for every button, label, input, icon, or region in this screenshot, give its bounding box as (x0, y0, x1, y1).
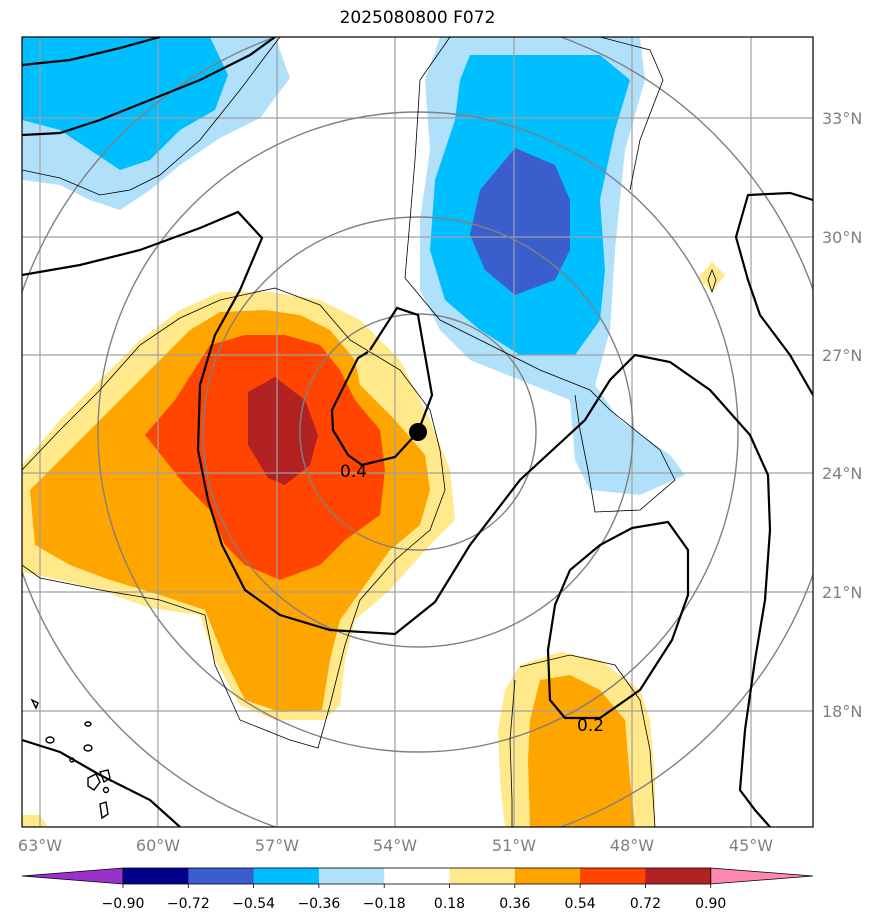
colorbar-swatch (449, 868, 516, 884)
colorbar-swatch (384, 868, 450, 884)
lat-label: 24°N (822, 464, 862, 483)
colorbar: −0.90 −0.72 −0.54 −0.36 −0.18 0.18 0.36 0.54 0.7… (21, 867, 814, 912)
lat-axis: 33°N 30°N 27°N 24°N 21°N 18°N (822, 109, 862, 721)
colorbar-tick-label: −0.72 (167, 896, 210, 912)
lat-lon-grid (22, 37, 813, 827)
negative-anomaly-north (420, 37, 685, 495)
contour-label-0-2: 0.2 (577, 716, 604, 736)
colorbar-tick-label: 0.54 (565, 896, 596, 912)
small-positive-anomaly-corner (22, 815, 48, 827)
colorbar-swatch (514, 868, 581, 884)
contour-label-0-4: 0.4 (340, 462, 367, 482)
colorbar-tick-label: 0.90 (695, 896, 726, 912)
colorbar-swatch (123, 868, 189, 884)
colorbar-tick-label: −0.54 (232, 896, 275, 912)
lon-label: 54°W (373, 836, 417, 855)
colorbar-tick-label: 0.36 (499, 896, 530, 912)
lat-label: 33°N (822, 109, 862, 128)
small-positive-anomaly (698, 262, 725, 292)
lon-axis: 63°W 60°W 57°W 54°W 51°W 48°W 45°W (18, 836, 773, 855)
colorbar-outline (122, 867, 712, 885)
map-area: 0.4 0.2 (22, 37, 813, 827)
colorbar-swatch (318, 868, 385, 884)
map-title: 2025080800 F072 (339, 8, 496, 28)
lat-label: 27°N (822, 346, 862, 365)
lat-label: 30°N (822, 228, 862, 247)
thick-contours (22, 37, 813, 827)
lat-label: 21°N (822, 583, 862, 602)
thin-contours (22, 37, 717, 827)
negative-anomaly-northwest (22, 37, 290, 210)
storm-center-marker (409, 423, 427, 441)
lon-label: 57°W (255, 836, 299, 855)
colorbar-extension-high (710, 867, 814, 885)
colorbar-tick-label: −0.90 (102, 896, 145, 912)
colorbar-swatch (253, 868, 320, 884)
lon-label: 45°W (729, 836, 773, 855)
map-frame (21, 36, 814, 828)
lon-label: 63°W (18, 836, 62, 855)
colorbar-extension-low (21, 867, 124, 885)
colorbar-tick-label: −0.18 (363, 896, 406, 912)
colorbar-swatch (580, 868, 646, 884)
colorbar-tick-label: 0.18 (434, 896, 465, 912)
colorbar-swatch (188, 868, 255, 884)
lat-label: 18°N (822, 702, 862, 721)
positive-anomaly-main (22, 292, 455, 720)
lon-label: 60°W (136, 836, 180, 855)
colorbar-swatch (645, 868, 712, 884)
lon-label: 48°W (610, 836, 654, 855)
colorbar-tick-label: 0.72 (630, 896, 661, 912)
islands (30, 698, 111, 820)
lon-label: 51°W (492, 836, 536, 855)
colorbar-tick-label: −0.36 (297, 896, 340, 912)
